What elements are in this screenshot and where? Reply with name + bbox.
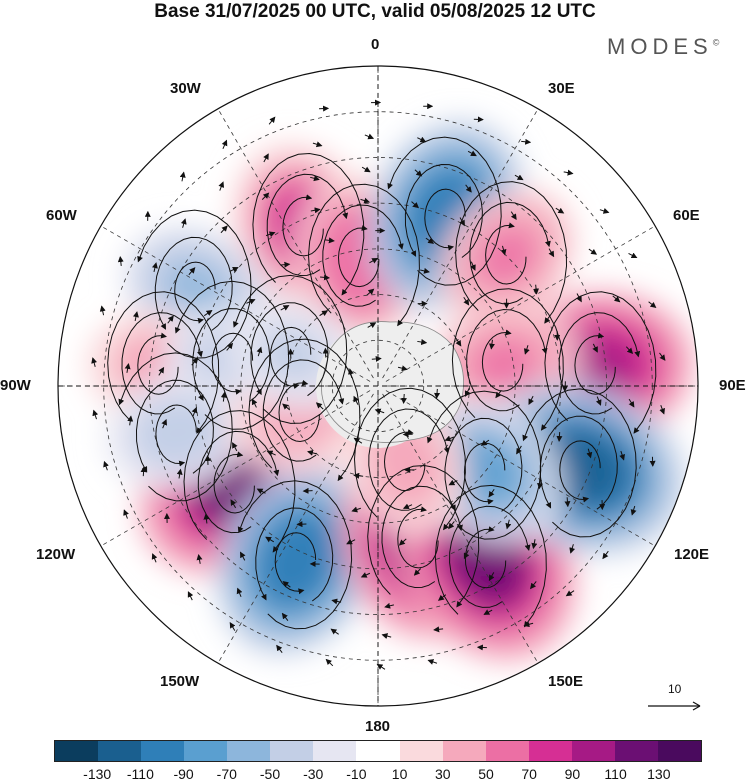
lon-label-60w: 60W (46, 207, 77, 225)
colorbar-swatch (529, 741, 572, 761)
colorbar (54, 740, 702, 762)
colorbar-swatch (141, 741, 184, 761)
colorbar-tick-label: -90 (173, 766, 193, 782)
colorbar-swatch (615, 741, 658, 761)
lon-label-60e: 60E (673, 207, 700, 225)
colorbar-tick-label: 90 (565, 766, 581, 782)
colorbar-tick-label: -130 (83, 766, 111, 782)
colorbar-swatch (443, 741, 486, 761)
colorbar-tick-label: 130 (647, 766, 670, 782)
colorbar-tick-label: 50 (478, 766, 494, 782)
wind-arrow (559, 432, 560, 441)
colorbar-tick-label: -50 (260, 766, 280, 782)
lon-label-180: 180 (365, 718, 390, 736)
colorbar-tick-label: 10 (392, 766, 408, 782)
colorbar-swatch (400, 741, 443, 761)
colorbar-swatch (55, 741, 98, 761)
reference-vector: 10 (648, 682, 708, 722)
wind-arrow (143, 467, 144, 476)
reference-arrow-icon (648, 682, 708, 722)
lon-label-0: 0 (371, 36, 379, 54)
colorbar-tick-label: -110 (127, 766, 154, 782)
lon-label-120e: 120E (674, 546, 709, 564)
lon-label-90w: 90W (0, 377, 31, 395)
lon-label-120w: 120W (36, 546, 75, 564)
colorbar-ticks: -130 -110 -90 -70 -50 -30 -10 10 30 50 70 90 110 130 (0, 766, 750, 784)
colorbar-swatch (227, 741, 270, 761)
colorbar-tick-label: 30 (435, 766, 451, 782)
colorbar-swatch (486, 741, 529, 761)
colorbar-swatch (270, 741, 313, 761)
colorbar-swatch (658, 741, 701, 761)
colorbar-swatch (313, 741, 356, 761)
colorbar-swatch (98, 741, 141, 761)
colorbar-swatch (184, 741, 227, 761)
colorbar-tick-label: -70 (217, 766, 237, 782)
wind-arrow (567, 497, 568, 506)
colorbar-swatch (356, 741, 399, 761)
colorbar-tick-label: 70 (521, 766, 537, 782)
wind-arrow (404, 394, 405, 403)
colorbar-tick-label: 110 (604, 766, 626, 782)
lon-label-90e: 90E (719, 377, 746, 395)
lon-label-150e: 150E (548, 673, 583, 691)
lon-label-30e: 30E (548, 80, 575, 98)
map-disk (40, 50, 720, 730)
lon-label-30w: 30W (170, 80, 201, 98)
colorbar-swatch (572, 741, 615, 761)
colorbar-tick-label: -30 (303, 766, 323, 782)
lon-label-150w: 150W (160, 673, 199, 691)
antarctica-coast (321, 322, 463, 443)
colorbar-tick-label: -10 (346, 766, 366, 782)
